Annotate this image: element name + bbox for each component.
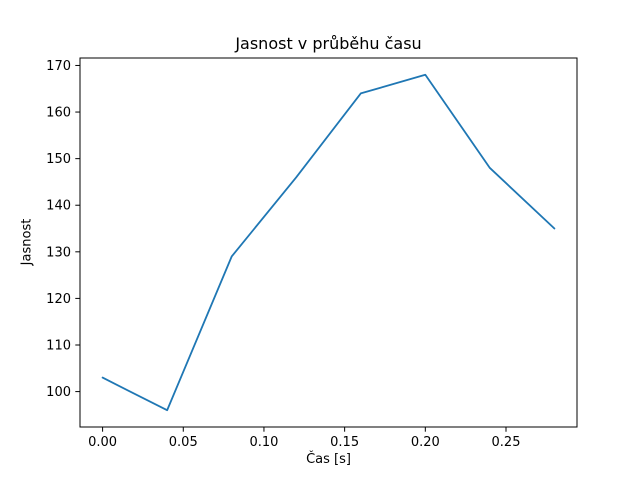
chart-title: Jasnost v průběhu času xyxy=(235,34,422,53)
y-tick-label: 120 xyxy=(46,292,71,307)
y-tick-label: 160 xyxy=(46,106,71,121)
x-tick-label: 0.15 xyxy=(330,435,359,450)
axes-spines xyxy=(79,57,578,428)
x-tick-label: 0.05 xyxy=(169,435,198,450)
y-tick-label: 150 xyxy=(46,152,71,167)
x-tick-label: 0.00 xyxy=(88,435,117,450)
y-tick-label: 100 xyxy=(46,385,71,400)
plot-area xyxy=(80,58,577,427)
y-tick-label: 110 xyxy=(46,339,71,354)
y-tick-label: 140 xyxy=(46,199,71,214)
x-tick-label: 0.25 xyxy=(492,435,521,450)
x-tick-label: 0.10 xyxy=(249,435,278,450)
y-tick-label: 170 xyxy=(46,59,71,74)
x-axis-label: Čas [s] xyxy=(306,452,351,467)
y-tick-label: 130 xyxy=(46,245,71,260)
x-tick-label: 0.20 xyxy=(411,435,440,450)
data-line xyxy=(101,73,556,412)
y-axis-label-text: Jasnost xyxy=(19,218,35,266)
